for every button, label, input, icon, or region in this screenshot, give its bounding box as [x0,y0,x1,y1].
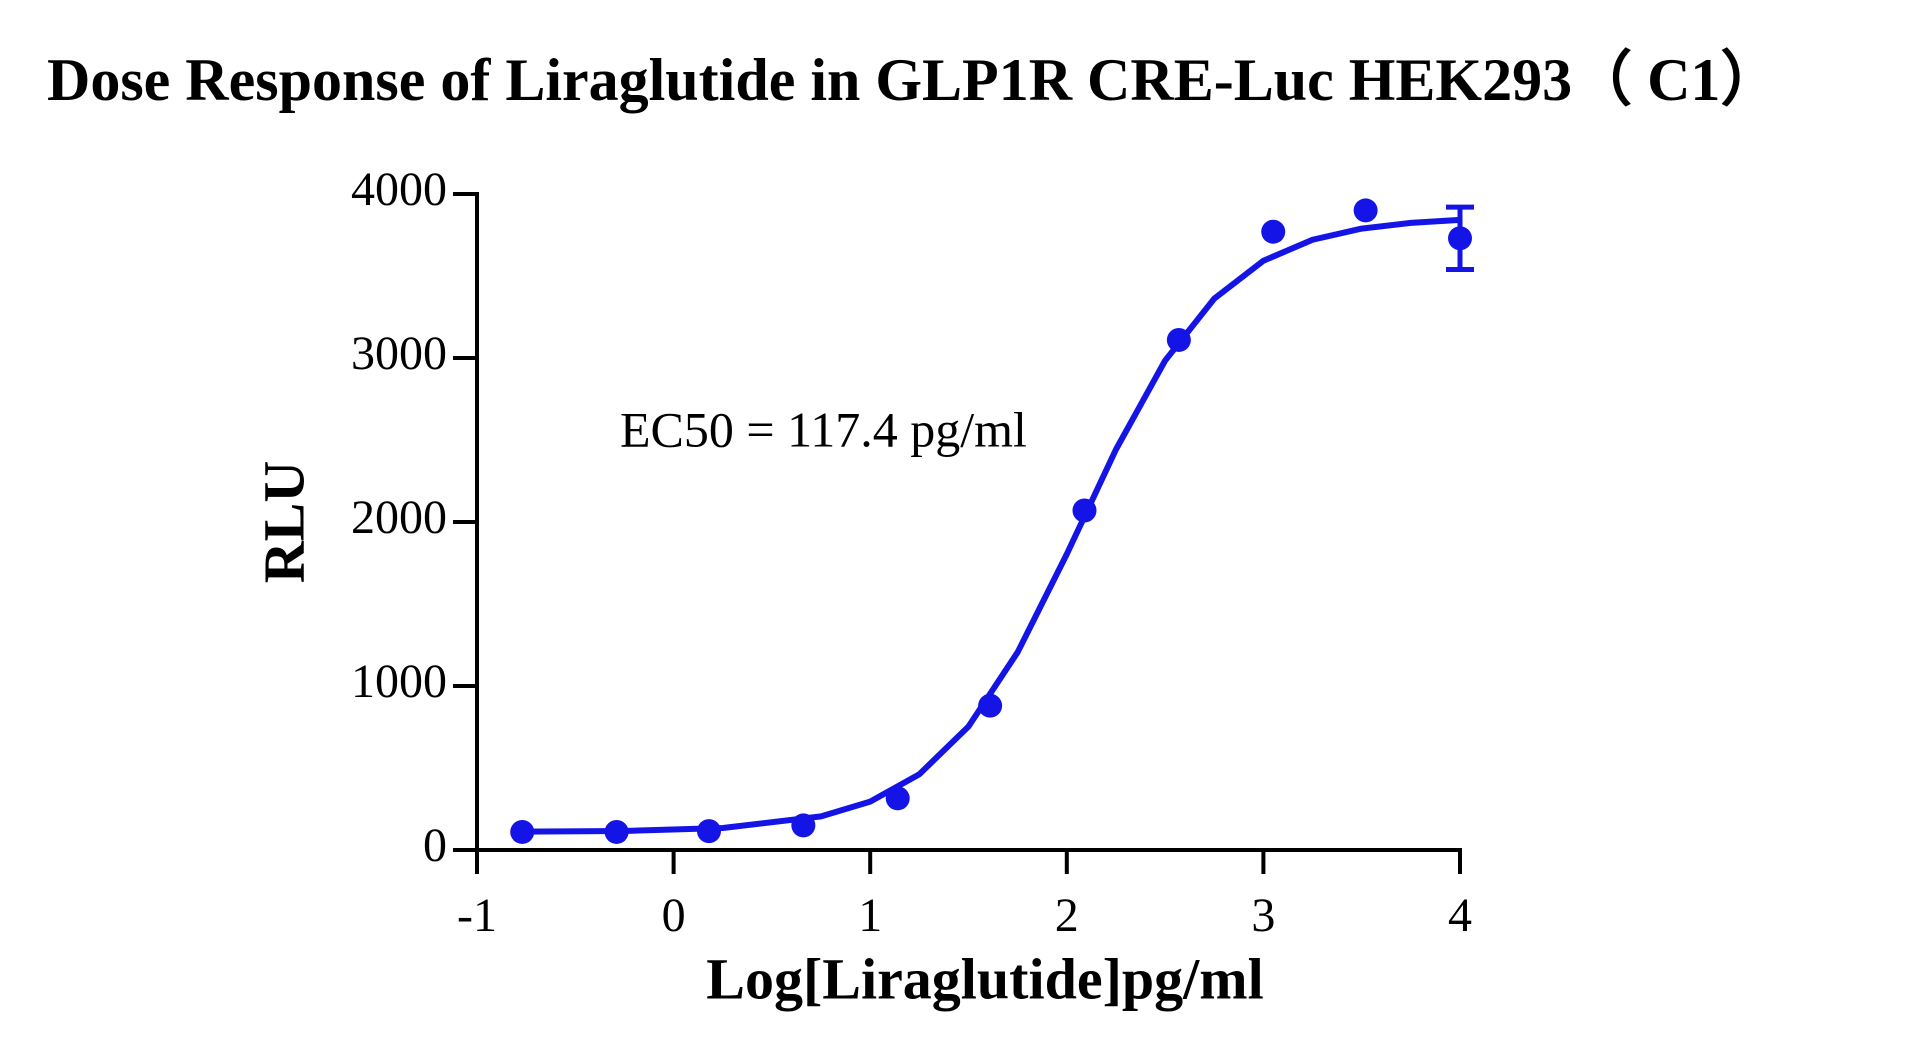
y-tick-label: 4000 [351,163,447,216]
x-tick-label: 2 [1055,889,1079,942]
x-tick-label: 3 [1251,889,1275,942]
y-tick-label: 3000 [351,327,447,380]
data-point [1261,219,1286,244]
x-tick-label: -1 [457,889,497,942]
y-tick-label: 2000 [351,491,447,544]
x-tick-label: 4 [1448,889,1472,942]
x-axis-label: Log[Liraglutide]pg/ml [706,946,1263,1011]
data-point [1448,226,1472,251]
x-tick-label: 1 [858,889,882,942]
data-point [1353,198,1378,223]
y-tick-label: 1000 [351,655,447,708]
annotation: EC50 = 117.4 pg/ml [620,401,1027,457]
x-tick-label: 0 [662,889,686,942]
y-tick-label: 0 [423,819,447,872]
chart-title: Dose Response of Liraglutide in GLP1R CR… [47,46,1780,113]
y-axis-label: RLU [251,461,316,583]
data-point [510,819,535,844]
fit-curve [522,216,1461,835]
